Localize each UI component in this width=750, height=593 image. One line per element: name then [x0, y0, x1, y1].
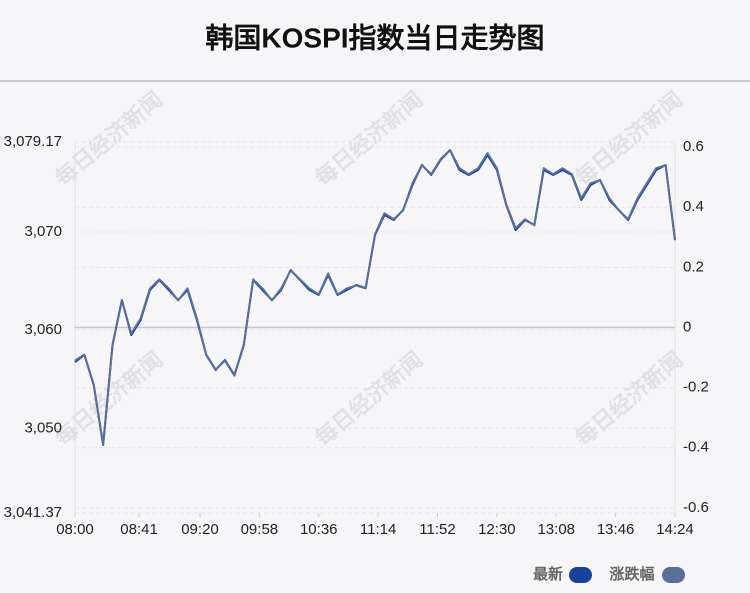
y-tick-label: 3,079.17 — [4, 133, 62, 150]
x-tick-label: 11:14 — [360, 521, 396, 538]
y-tick-label: 3,070 — [24, 223, 62, 240]
watermark: 每日经济新闻 — [310, 87, 427, 191]
y2-tick-label: 0 — [683, 318, 691, 335]
y-tick-label: 3,050 — [24, 419, 62, 436]
y-tick-label: 3,041.37 — [4, 504, 62, 521]
y2-tick-label: 0.6 — [683, 138, 704, 155]
y2-tick-label: -0.4 — [683, 439, 709, 456]
y2-tick-label: -0.6 — [683, 499, 709, 516]
y2-tick-label: -0.2 — [683, 379, 709, 396]
x-tick-label: 08:41 — [120, 521, 158, 538]
watermark: 每日经济新闻 — [310, 347, 427, 451]
watermark: 每日经济新闻 — [50, 347, 167, 451]
x-tick-label: 09:20 — [181, 521, 219, 538]
legend-swatch — [569, 567, 592, 583]
y2-tick-label: 0.2 — [683, 258, 704, 275]
chart-title: 韩国KOSPI指数当日走势图 — [205, 22, 544, 53]
x-tick-label: 08:00 — [56, 521, 94, 538]
watermark: 每日经济新闻 — [570, 87, 687, 191]
y2-tick-label: 0.4 — [683, 198, 704, 215]
x-tick-label: 13:46 — [597, 521, 635, 538]
x-tick-label: 09:58 — [241, 521, 279, 538]
watermark: 每日经济新闻 — [50, 87, 167, 191]
y-tick-label: 3,060 — [24, 321, 62, 338]
x-tick-label: 10:36 — [300, 521, 338, 538]
legend-label: 涨跌幅 — [609, 565, 654, 583]
x-tick-label: 12:30 — [478, 521, 516, 538]
x-tick-label: 14:24 — [656, 521, 694, 538]
x-tick-label: 13:08 — [537, 521, 575, 538]
x-tick-label: 11:52 — [419, 521, 455, 538]
legend-swatch — [662, 567, 685, 583]
series-line — [74, 149, 676, 446]
watermark: 每日经济新闻 — [570, 347, 687, 451]
legend-label: 最新 — [533, 565, 563, 583]
